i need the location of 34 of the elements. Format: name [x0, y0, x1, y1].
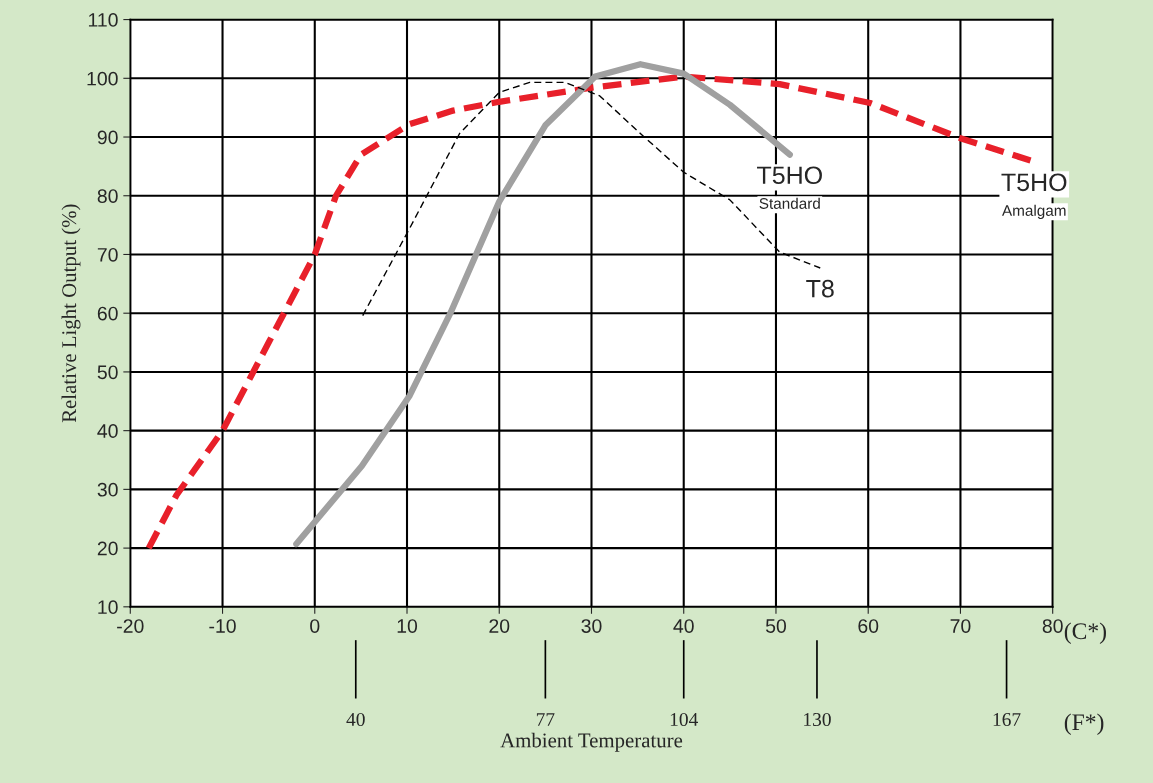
- x2-tick-label: 167: [993, 713, 1021, 727]
- x-tick-label: 40: [673, 619, 694, 633]
- y-tick-label: 50: [97, 365, 118, 380]
- text: (F*): [1064, 713, 1104, 735]
- x-tick-label: 0: [310, 619, 320, 633]
- x2-tick-label: 40: [346, 712, 365, 727]
- y-tick-label: 90: [97, 130, 118, 145]
- x-tick-label: 30: [581, 619, 602, 633]
- x-tick-label: -10: [209, 619, 236, 633]
- x-axis-title: Ambient Temperature: [500, 732, 683, 752]
- series-label: T5HO Amalgam: [1001, 173, 1067, 219]
- y-tick-label: 40: [97, 424, 118, 438]
- y-tick-label: 70: [97, 247, 118, 262]
- y-tick-label: 110: [88, 13, 118, 27]
- x2-tick-label: 130: [804, 712, 831, 727]
- x2-tick-label: 104: [670, 712, 699, 727]
- x-tick-label: 20: [489, 619, 510, 633]
- x-tick-label: 60: [858, 619, 879, 633]
- x-tick-label: 70: [950, 619, 971, 633]
- x-tick-label: 80: [1042, 619, 1063, 633]
- text: (C*): [1064, 622, 1106, 644]
- series-label: T8: [806, 279, 834, 298]
- y-tick-label: 100: [87, 71, 118, 86]
- y-tick-label: 80: [97, 189, 118, 203]
- y-axis-title: Relative Light Output (%): [61, 204, 81, 423]
- x-tick-label: 50: [765, 619, 787, 633]
- y-tick-label: 10: [98, 600, 118, 615]
- x-tick-label: -20: [117, 619, 144, 633]
- x2-tick-label: 77: [536, 713, 555, 726]
- y-tick-label: 20: [97, 541, 118, 556]
- y-tick-label: 30: [97, 482, 118, 497]
- series-label: T5HO Standard: [757, 166, 822, 209]
- y-tick-label: 60: [97, 306, 118, 321]
- x-tick-label: 10: [397, 619, 418, 633]
